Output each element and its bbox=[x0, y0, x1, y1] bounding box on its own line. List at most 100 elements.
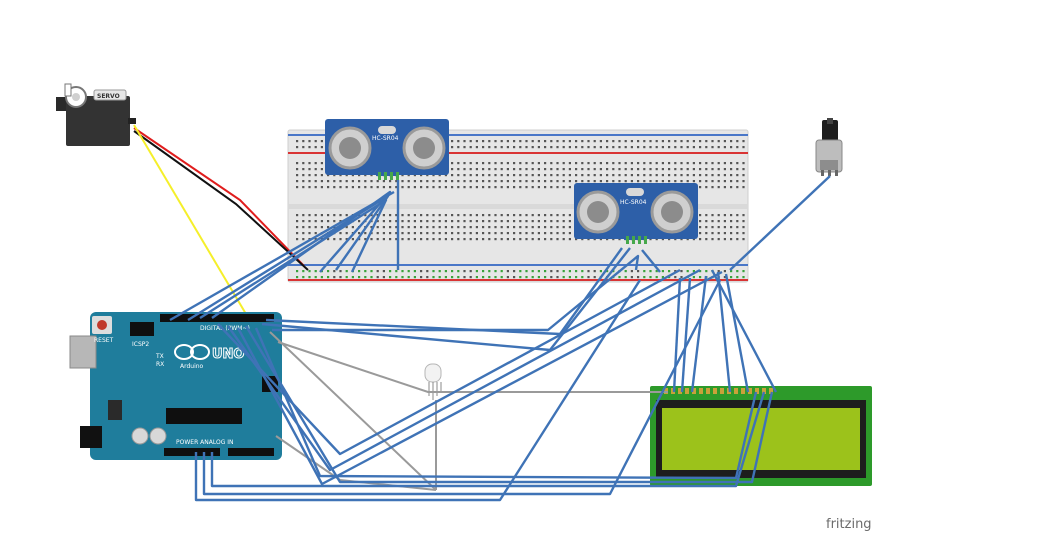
breadboard-hole bbox=[556, 232, 559, 235]
breadboard-hole bbox=[302, 146, 305, 149]
potentiometer bbox=[815, 118, 843, 176]
breadboard-hole bbox=[599, 140, 602, 143]
breadboard-hole bbox=[544, 140, 547, 143]
breadboard-hole bbox=[723, 186, 726, 189]
breadboard-hole bbox=[730, 270, 733, 273]
breadboard-hole bbox=[544, 180, 547, 183]
breadboard-hole bbox=[699, 180, 702, 183]
breadboard-hole bbox=[699, 140, 702, 143]
breadboard-hole bbox=[525, 186, 528, 189]
breadboard-hole bbox=[296, 180, 299, 183]
breadboard-hole bbox=[376, 270, 379, 273]
lcd-pin bbox=[720, 388, 724, 394]
breadboard-hole bbox=[581, 276, 584, 279]
breadboard-hole bbox=[475, 162, 478, 165]
breadboard-hole bbox=[420, 180, 423, 183]
breadboard-hole bbox=[500, 180, 503, 183]
breadboard-hole bbox=[420, 220, 423, 223]
breadboard-hole bbox=[457, 232, 460, 235]
breadboard-hole bbox=[407, 232, 410, 235]
breadboard-hole bbox=[568, 220, 571, 223]
reset-label: RESET bbox=[94, 337, 114, 344]
breadboard-hole bbox=[457, 180, 460, 183]
breadboard-hole bbox=[376, 226, 379, 229]
breadboard-hole bbox=[649, 276, 652, 279]
breadboard-hole bbox=[692, 238, 695, 241]
breadboard-hole bbox=[593, 180, 596, 183]
breadboard-hole bbox=[742, 186, 745, 189]
breadboard-hole bbox=[327, 220, 330, 223]
breadboard-hole bbox=[736, 180, 739, 183]
breadboard-hole bbox=[519, 180, 522, 183]
breadboard-hole bbox=[370, 180, 373, 183]
breadboard-hole bbox=[643, 180, 646, 183]
breadboard-hole bbox=[438, 174, 441, 177]
breadboard-hole bbox=[562, 162, 565, 165]
breadboard-hole bbox=[531, 270, 534, 273]
breadboard-hole bbox=[668, 174, 671, 177]
breadboard-hole bbox=[568, 162, 571, 165]
breadboard-hole bbox=[296, 238, 299, 241]
breadboard-hole bbox=[606, 238, 609, 241]
breadboard-hole bbox=[587, 146, 590, 149]
breadboard-hole bbox=[593, 174, 596, 177]
breadboard-hole bbox=[482, 276, 485, 279]
breadboard-hole bbox=[364, 270, 367, 273]
breadboard-hole bbox=[345, 174, 348, 177]
breadboard-hole bbox=[475, 146, 478, 149]
breadboard-hole bbox=[699, 238, 702, 241]
breadboard-hole bbox=[314, 232, 317, 235]
breadboard-hole bbox=[296, 232, 299, 235]
breadboard-hole bbox=[506, 140, 509, 143]
breadboard-hole bbox=[674, 140, 677, 143]
breadboard-hole bbox=[581, 168, 584, 171]
breadboard-hole bbox=[308, 276, 311, 279]
breadboard-hole bbox=[506, 186, 509, 189]
breadboard-hole bbox=[612, 174, 615, 177]
breadboard-hole bbox=[482, 220, 485, 223]
breadboard-hole bbox=[736, 276, 739, 279]
breadboard-hole bbox=[686, 146, 689, 149]
breadboard-hole bbox=[649, 270, 652, 273]
breadboard-hole bbox=[556, 276, 559, 279]
breadboard-hole bbox=[296, 140, 299, 143]
breadboard-hole bbox=[581, 238, 584, 241]
breadboard-hole bbox=[643, 174, 646, 177]
breadboard-hole bbox=[618, 238, 621, 241]
breadboard-hole bbox=[593, 276, 596, 279]
breadboard-hole bbox=[506, 226, 509, 229]
breadboard-hole bbox=[711, 238, 714, 241]
breadboard-hole bbox=[426, 232, 429, 235]
breadboard-hole bbox=[593, 146, 596, 149]
breadboard-hole bbox=[488, 186, 491, 189]
breadboard-hole bbox=[525, 146, 528, 149]
breadboard-hole bbox=[438, 220, 441, 223]
breadboard-hole bbox=[506, 162, 509, 165]
breadboard-hole bbox=[308, 270, 311, 273]
breadboard-hole bbox=[513, 220, 516, 223]
breadboard-hole bbox=[581, 140, 584, 143]
breadboard-hole bbox=[624, 180, 627, 183]
breadboard-hole bbox=[500, 276, 503, 279]
breadboard-hole bbox=[506, 174, 509, 177]
breadboard-hole bbox=[351, 238, 354, 241]
breadboard-hole bbox=[333, 220, 336, 223]
breadboard-hole bbox=[457, 226, 460, 229]
breadboard-hole bbox=[382, 226, 385, 229]
breadboard-hole bbox=[308, 146, 311, 149]
breadboard-hole bbox=[531, 162, 534, 165]
breadboard-hole bbox=[723, 174, 726, 177]
breadboard-hole bbox=[457, 270, 460, 273]
breadboard-hole bbox=[314, 174, 317, 177]
breadboard-hole bbox=[544, 276, 547, 279]
breadboard-hole bbox=[457, 220, 460, 223]
breadboard-hole bbox=[395, 214, 398, 217]
breadboard-hole bbox=[649, 180, 652, 183]
breadboard-hole bbox=[705, 186, 708, 189]
breadboard-hole bbox=[513, 162, 516, 165]
breadboard-hole bbox=[655, 140, 658, 143]
breadboard-hole bbox=[736, 238, 739, 241]
breadboard-hole bbox=[674, 174, 677, 177]
breadboard-hole bbox=[308, 162, 311, 165]
breadboard-hole bbox=[742, 226, 745, 229]
